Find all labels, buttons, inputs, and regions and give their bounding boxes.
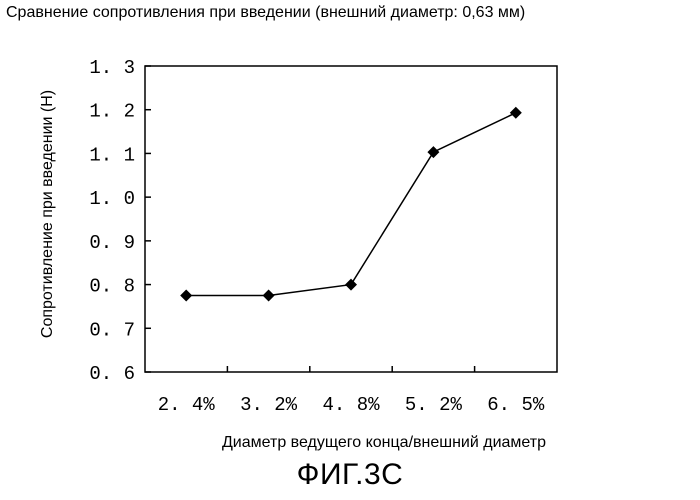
y-tick-label: 1. 3 (89, 57, 135, 79)
y-tick-label: 0. 9 (89, 232, 135, 254)
y-tick-label: 0. 7 (89, 319, 135, 341)
y-tick-label: 1. 2 (89, 101, 135, 123)
y-axis-title: Сопротивление при введении (Н) (39, 90, 56, 338)
y-tick-label: 0. 8 (89, 276, 135, 298)
y-axis: 0. 6 0. 7 0. 8 0. 9 1. 0 1. 1 1. 2 1. 3 (89, 57, 151, 385)
data-point-marker (510, 107, 522, 119)
data-point-marker (345, 279, 357, 291)
series-layer (180, 107, 522, 302)
x-tick-label: 4. 8% (322, 394, 380, 416)
plot-area-frame (145, 66, 557, 372)
y-tick-label: 0. 6 (89, 363, 135, 385)
x-tick-label: 3. 2% (240, 394, 298, 416)
x-tick-label: 5. 2% (405, 394, 463, 416)
x-axis-title: Диаметр ведущего конца/внешний диаметр (222, 434, 546, 451)
x-tick-label: 6. 5% (487, 394, 545, 416)
y-tick-label: 1. 1 (89, 144, 135, 166)
data-point-marker (263, 290, 275, 302)
data-point-marker (180, 290, 192, 302)
data-point-marker (427, 146, 439, 158)
figure-caption: ФИГ.3С (0, 458, 700, 492)
y-tick-label: 1. 0 (89, 188, 135, 210)
x-tick-label: 2. 4% (158, 394, 216, 416)
series-line (186, 113, 516, 296)
x-axis: 2. 4% 3. 2% 4. 8% 5. 2% 6. 5% (158, 366, 545, 416)
